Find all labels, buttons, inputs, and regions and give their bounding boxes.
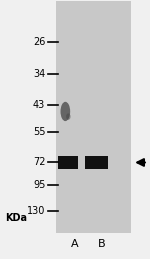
Text: B: B	[98, 239, 106, 249]
Text: KDa: KDa	[5, 213, 27, 223]
Bar	[85, 156, 108, 169]
Text: A: A	[71, 239, 79, 249]
Bar	[56, 1, 131, 233]
Text: 130: 130	[27, 206, 45, 216]
Text: 43: 43	[33, 100, 45, 110]
Bar	[58, 156, 78, 169]
Text: 26: 26	[33, 37, 45, 47]
Text: 72: 72	[33, 157, 45, 167]
Ellipse shape	[60, 102, 70, 121]
Text: 55: 55	[33, 127, 45, 137]
Text: 34: 34	[33, 69, 45, 79]
Text: 95: 95	[33, 180, 45, 190]
Ellipse shape	[66, 113, 70, 120]
